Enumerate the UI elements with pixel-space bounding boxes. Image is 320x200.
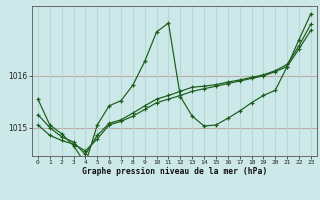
X-axis label: Graphe pression niveau de la mer (hPa): Graphe pression niveau de la mer (hPa) xyxy=(82,167,267,176)
